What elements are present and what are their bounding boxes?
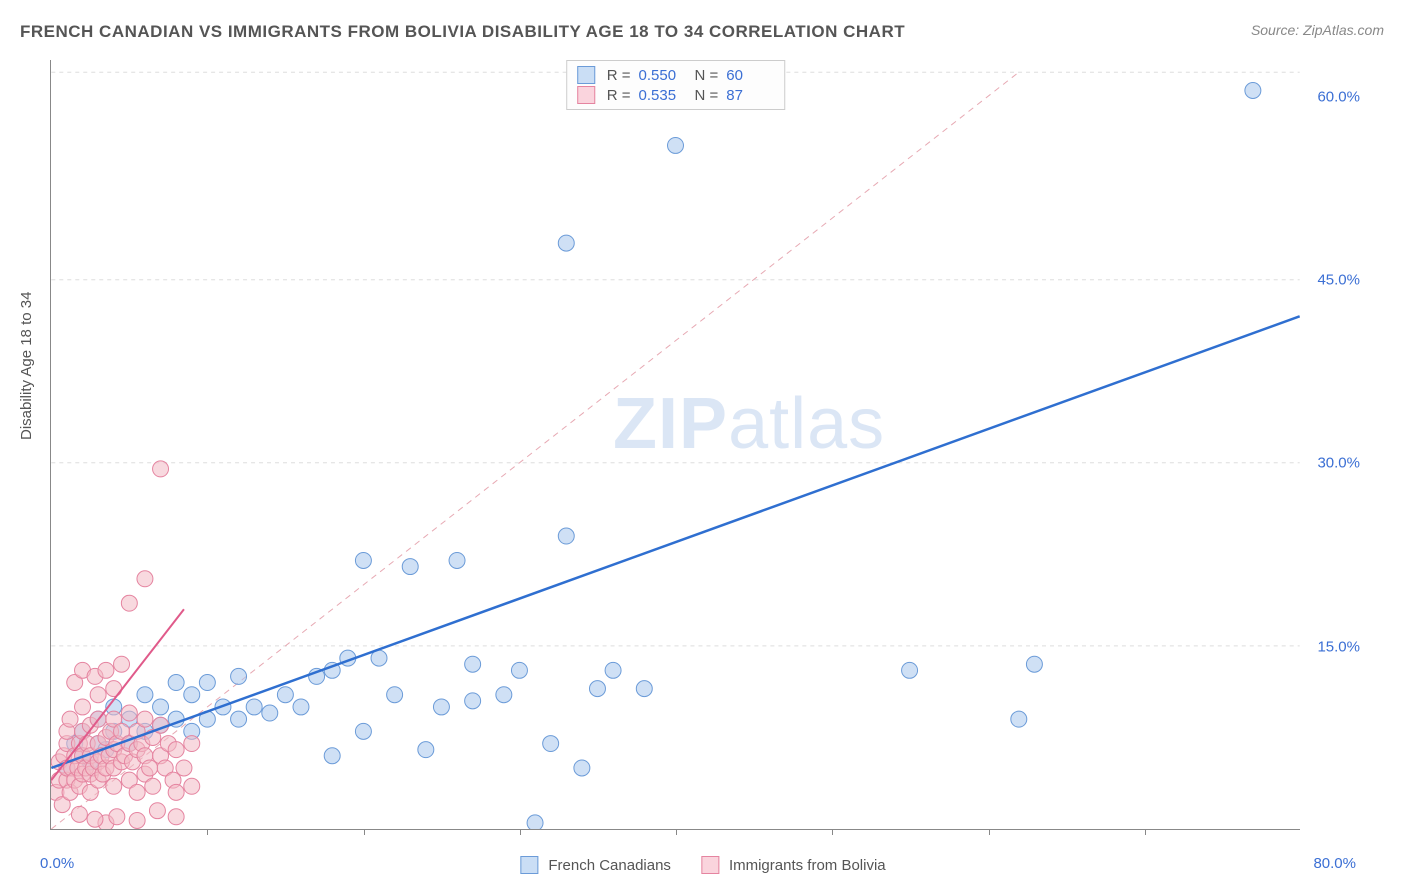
x-axis-min-label: 0.0% [40,855,74,872]
legend-row-series2: R =0.535 N =87 [577,85,775,105]
source-attribution: Source: ZipAtlas.com [1251,22,1384,38]
legend-label-series2: Immigrants from Bolivia [729,857,886,874]
legend-series: French Canadians Immigrants from Bolivia [520,856,885,874]
x-tick [520,829,521,835]
swatch-series1 [577,66,595,84]
legend-item-series2: Immigrants from Bolivia [701,856,886,874]
y-axis-label: Disability Age 18 to 34 [18,292,35,440]
y-tick-label: 45.0% [1317,272,1360,289]
plot-area: ZIPatlas R =0.550 N =60 R =0.535 N =87 1… [50,60,1300,830]
scatter-svg [51,60,1300,829]
chart-title: FRENCH CANADIAN VS IMMIGRANTS FROM BOLIV… [20,22,905,42]
x-axis-max-label: 80.0% [1313,855,1356,872]
y-tick-label: 15.0% [1317,638,1360,655]
x-tick [676,829,677,835]
x-tick [989,829,990,835]
swatch-series1-bottom [520,856,538,874]
legend-correlation-box: R =0.550 N =60 R =0.535 N =87 [566,60,786,110]
y-tick-label: 30.0% [1317,455,1360,472]
x-tick [1145,829,1146,835]
legend-item-series1: French Canadians [520,856,671,874]
legend-label-series1: French Canadians [548,857,671,874]
x-tick [832,829,833,835]
y-tick-label: 60.0% [1317,88,1360,105]
swatch-series2-bottom [701,856,719,874]
swatch-series2 [577,86,595,104]
legend-row-series1: R =0.550 N =60 [577,65,775,85]
x-tick [364,829,365,835]
x-tick [207,829,208,835]
